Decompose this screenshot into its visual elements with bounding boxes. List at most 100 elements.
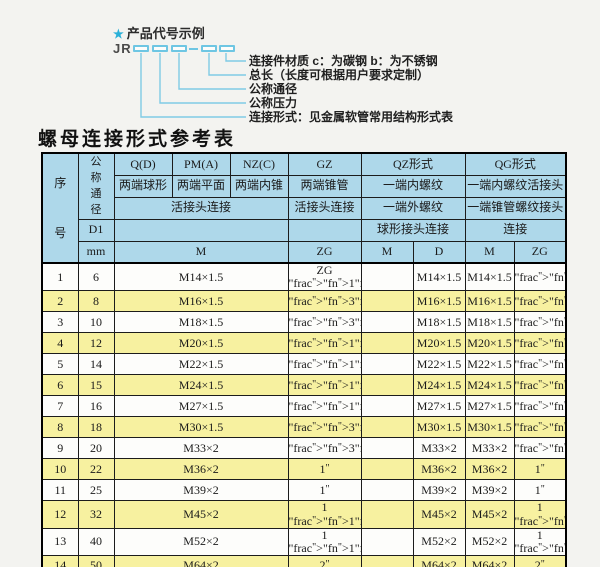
cell-qg-zg: "frac">"fn">3"fd">4" [513,437,567,460]
cell-m: M39×2 [113,479,289,502]
diagram-label-length: 总长（长度可根据用户要求定制） [249,68,430,82]
header-col-pm: PM(A) [171,152,231,176]
cell-qg-zg: "frac">"fn">1"fd">2" [513,353,567,376]
cell-seq: 3 [41,311,79,334]
diagram-label-pressure: 公称压力 [249,96,298,110]
header-qg-desc1: 一端内螺纹活接头 [464,174,567,198]
cell-qz-m [360,416,414,439]
header-qz-desc1: 一端内螺纹 [360,174,466,198]
cell-gz: "frac">"fn">3"fd">8" [287,290,362,313]
table-row: 716M27×1.5"frac">"fn">1"fd">2"M27×1.5M27… [41,395,567,418]
cell-qz-d: M27×1.5 [412,395,466,418]
cell-qg-zg: "frac">"fn">3"fd">4" [513,416,567,439]
cell-dn: 20 [77,437,115,460]
cell-seq: 13 [41,527,79,557]
cell-m: M52×2 [113,527,289,557]
cell-seq: 7 [41,395,79,418]
cell-qg-m: M27×1.5 [464,395,515,418]
header-gz-desc2: 活接头连接 [287,196,362,220]
cell-qz-m [360,332,414,355]
code-dash [189,48,198,50]
cell-gz: 1 "frac">"fn">1"fd">2" [287,527,362,557]
header-mm: mm [77,240,115,264]
cell-qg-zg: 2" [513,555,567,567]
header-seq: 序号 [41,152,79,264]
cell-qz-d: M45×2 [412,500,466,529]
diagram-label-connection: 连接形式：见金属软管常用结构形式表 [249,110,454,124]
cell-qg-m: M24×1.5 [464,374,515,397]
cell-gz: "frac">"fn">1"fd">2" [287,374,362,397]
cell-dn: 22 [77,458,115,481]
table-row: 514M22×1.5"frac">"fn">1"fd">2"M22×1.5M22… [41,353,567,376]
cell-qg-zg: 1" [513,458,567,481]
cell-qz-m [360,527,414,557]
cell-qz-d: M52×2 [412,527,466,557]
table-row: 818M30×1.5"frac">"fn">3"fd">4"M30×1.5M30… [41,416,567,439]
cell-qz-d: M30×1.5 [412,416,466,439]
cell-qz-d: M14×1.5 [412,262,466,292]
cell-m: M24×1.5 [113,374,289,397]
table-row: 310M18×1.5"frac">"fn">3"fd">8"M18×1.5M18… [41,311,567,334]
header-dn: 公称通径 [77,152,115,220]
cell-qz-m [360,290,414,313]
cell-qz-m [360,262,414,292]
cell-dn: 25 [77,479,115,502]
cell-qz-d: M24×1.5 [412,374,466,397]
code-box-4 [201,45,217,52]
cell-qg-zg: "frac">"fn">1"fd">4" [513,262,567,292]
diagram-label-diameter: 公称通径 [249,82,298,96]
table-row: 10 22 M36×2 1" M36×2 M36×2 1" [41,458,567,481]
cell-qg-m: M33×2 [464,437,515,460]
cell-qz-m [360,311,414,334]
cell-qg-m: M36×2 [464,458,515,481]
header-col-qz: QZ形式 [360,152,466,176]
header-col-qg: QG形式 [464,152,567,176]
table-row: 920M33×2"frac">"fn">3"fd">4"M33×2M33×2"f… [41,437,567,460]
cell-gz: 2" [287,555,362,567]
cell-seq: 14 [41,555,79,567]
cell-dn: 16 [77,395,115,418]
diagram-heading: ★ 产品代号示例 [113,23,205,42]
table-row: 28M16×1.5"frac">"fn">3"fd">8"M16×1.5M16×… [41,290,567,313]
cell-qg-m: M52×2 [464,527,515,557]
cell-qz-m [360,395,414,418]
header-qz-desc3: 球形接头连接 [360,218,466,242]
cell-seq: 2 [41,290,79,313]
cell-qz-d: M22×1.5 [412,353,466,376]
cell-qg-m: M22×1.5 [464,353,515,376]
cell-qg-zg: "frac">"fn">3"fd">8" [513,311,567,334]
header-m1: M [113,240,289,264]
cell-qg-m: M18×1.5 [464,311,515,334]
cell-dn: 40 [77,527,115,557]
cell-dn: 10 [77,311,115,334]
cell-qg-zg: "frac">"fn">1"fd">2" [513,374,567,397]
cell-dn: 15 [77,374,115,397]
cell-qg-zg: "frac">"fn">1"fd">2" [513,332,567,355]
cell-qg-zg: 1 "frac">"fn">1"fd">4" [513,500,567,529]
header-empty-m [113,218,289,242]
header-col-gz: GZ [287,152,362,176]
header-qg-zg: ZG [513,240,567,264]
cell-seq: 4 [41,332,79,355]
cell-gz: "frac">"fn">3"fd">4" [287,416,362,439]
cell-qg-m: M14×1.5 [464,262,515,292]
cell-gz: "frac">"fn">1"fd">2" [287,353,362,376]
cell-qg-zg: 1" [513,479,567,502]
cell-seq: 12 [41,500,79,529]
cell-m: M22×1.5 [113,353,289,376]
cell-dn: 8 [77,290,115,313]
cell-qg-zg: "frac">"fn">3"fd">8" [513,290,567,313]
cell-gz: 1" [287,458,362,481]
cell-seq: 1 [41,262,79,292]
table-row: 11 25 M39×2 1" M39×2 M39×2 1" [41,479,567,502]
cell-m: M20×1.5 [113,332,289,355]
cell-seq: 5 [41,353,79,376]
cell-m: M64×2 [113,555,289,567]
header-qz-desc2: 一端外螺纹 [360,196,466,220]
cell-m: M18×1.5 [113,311,289,334]
cell-m: M16×1.5 [113,290,289,313]
